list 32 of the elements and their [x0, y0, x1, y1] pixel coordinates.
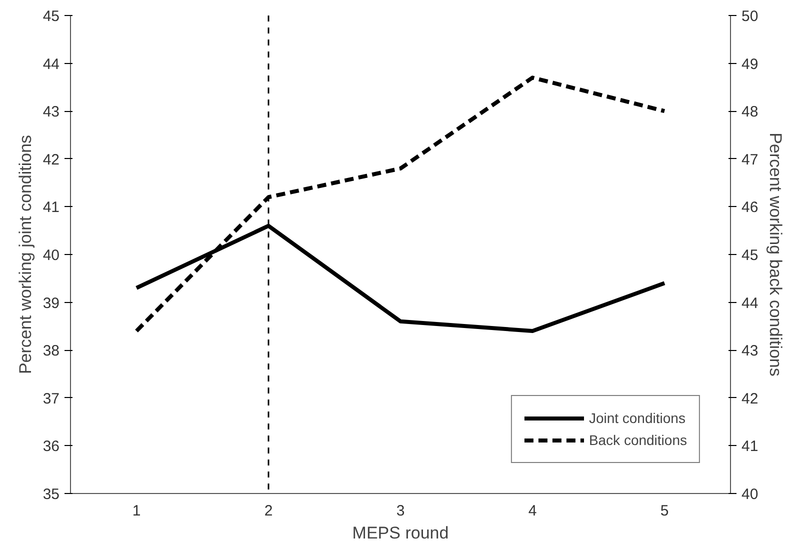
y2-tick-label: 46 [742, 199, 758, 216]
y2-tick-label: 42 [742, 390, 758, 408]
y2-tick-label: 44 [742, 294, 758, 312]
x-tick-label: 3 [396, 502, 405, 520]
y2-tick-label: 45 [742, 247, 758, 264]
y-tick-label: 36 [42, 438, 60, 456]
x-tick-label: 4 [528, 502, 537, 520]
y-tick-label: 38 [42, 342, 60, 360]
y2-tick-label: 48 [742, 104, 758, 121]
y2-axis-title: Percent working back conditions [766, 132, 786, 376]
y-tick-label: 43 [42, 104, 60, 121]
y-tick-label: 45 [42, 8, 60, 25]
y-tick-label: 41 [42, 199, 60, 216]
legend-label: Back conditions [588, 432, 687, 448]
x-axis-title: MEPS round [352, 524, 449, 542]
legend-label: Joint conditions [588, 410, 686, 426]
y2-tick-label: 50 [742, 8, 758, 25]
y-tick-label: 37 [42, 390, 60, 408]
y-axis-title: Percent working joint conditions [16, 134, 35, 374]
x-tick-label: 2 [264, 502, 273, 520]
y-tick-label: 39 [42, 294, 60, 312]
y-tick-label: 35 [42, 486, 60, 503]
y2-tick-label: 43 [742, 342, 758, 360]
y2-tick-label: 47 [742, 151, 758, 168]
y2-tick-label: 41 [742, 438, 758, 456]
x-tick-label: 1 [132, 502, 141, 520]
y-tick-label: 42 [42, 151, 60, 168]
y-tick-label: 40 [42, 247, 60, 264]
x-tick-label: 5 [660, 502, 669, 520]
y-tick-label: 44 [42, 56, 60, 73]
y2-tick-label: 40 [742, 486, 758, 503]
y2-tick-label: 49 [742, 56, 758, 73]
